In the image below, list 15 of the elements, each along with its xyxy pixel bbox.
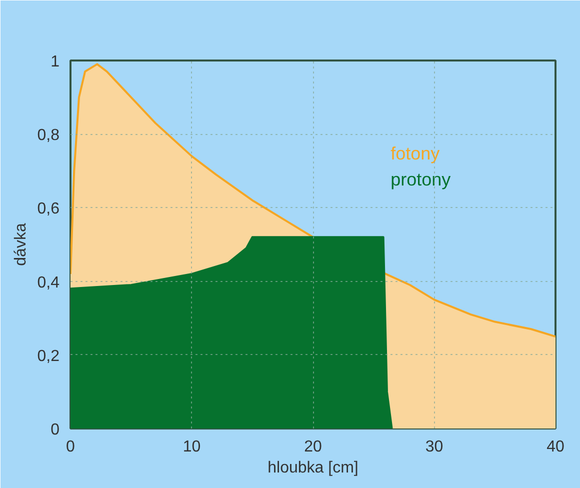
x-tick-label: 10 [182,438,201,456]
y-tick-label: 0,4 [37,274,60,292]
x-tick-label: 0 [66,438,76,456]
y-axis-title: dávka [12,223,30,266]
y-tick-label: 1 [50,54,60,70]
y-tick-label: 0,8 [37,127,60,144]
x-tick-label: 20 [304,438,322,456]
text: fotony [390,144,440,164]
text: protony [390,169,451,190]
y-tick-label: 0 [50,422,60,438]
y-tick-label: 0,6 [37,200,60,218]
x-tick-label: 40 [546,438,564,456]
y-tick-label: 0,2 [37,348,60,365]
x-axis-title: hloubka [cm] [268,460,358,476]
x-tick-label: 30 [425,438,444,456]
